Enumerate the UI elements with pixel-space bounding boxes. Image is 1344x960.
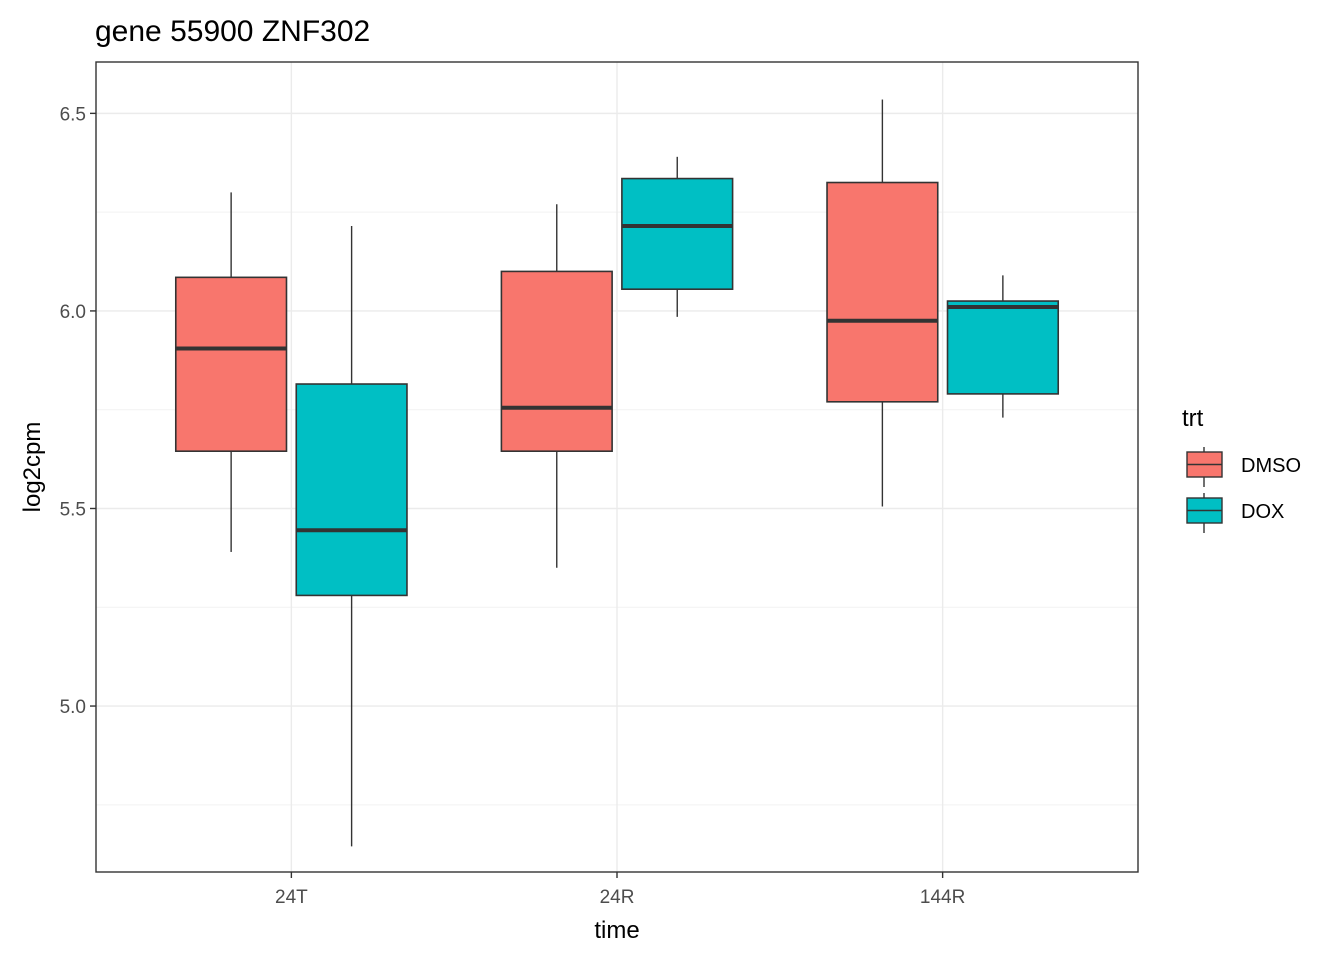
box-body (174, 276, 288, 452)
legend-item-dmso: DMSO (1186, 447, 1301, 487)
legend-title: trt (1182, 405, 1204, 432)
axes: 5.0 5.5 6.0 6.5 24T 24R 144R (60, 104, 966, 908)
x-tick-label: 144R (920, 887, 965, 908)
x-tick-label: 24R (600, 887, 635, 908)
box-dox-24t (295, 225, 408, 847)
box-dox-24r (621, 156, 734, 317)
box-dox-144r (946, 275, 1060, 418)
grid (96, 62, 1138, 872)
y-tick-label: 6.5 (60, 104, 86, 125)
x-tick-label: 24T (275, 887, 308, 908)
y-tick-label: 6.0 (60, 302, 86, 323)
box-body (500, 270, 613, 452)
box-body (946, 300, 1060, 395)
y-axis-title: log2cpm (19, 422, 46, 513)
box-dmso-24r (500, 204, 613, 568)
legend-items: DMSO DOX (1186, 447, 1301, 533)
chart-title: gene 55900 ZNF302 (95, 15, 370, 48)
box-dmso-144r (826, 99, 939, 507)
x-axis-title: time (594, 917, 639, 944)
box-layer (174, 99, 1060, 847)
legend-label: DMSO (1241, 455, 1301, 477)
box-dmso-24t (174, 192, 288, 552)
box-body (621, 177, 734, 290)
box-body (826, 181, 939, 403)
legend: trt DMSO DOX (1182, 405, 1301, 533)
legend-label: DOX (1241, 501, 1284, 523)
box-body (295, 383, 408, 597)
y-tick-label: 5.0 (60, 697, 86, 718)
y-tick-label: 5.5 (60, 499, 86, 520)
legend-item-dox: DOX (1186, 493, 1284, 533)
